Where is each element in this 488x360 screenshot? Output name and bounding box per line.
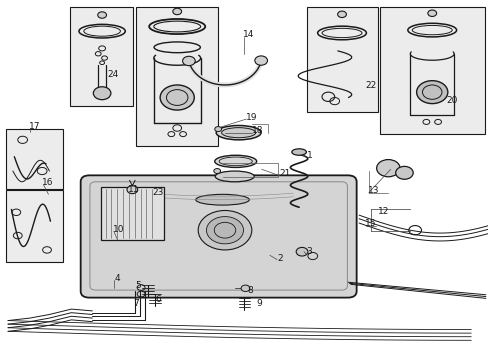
Text: 7: 7 [133, 299, 139, 308]
FancyBboxPatch shape [81, 175, 356, 298]
Bar [306, 7, 377, 112]
Circle shape [376, 159, 399, 177]
Text: 11: 11 [128, 185, 140, 194]
Text: 14: 14 [243, 30, 254, 39]
Bar [101, 187, 163, 240]
Text: 5: 5 [135, 281, 140, 290]
Text: 3: 3 [305, 247, 311, 256]
Text: 19: 19 [246, 113, 258, 122]
Text: 17: 17 [29, 122, 41, 131]
Circle shape [182, 56, 195, 66]
Bar [136, 7, 218, 146]
Circle shape [395, 166, 412, 179]
Text: 16: 16 [42, 178, 54, 187]
Text: 1: 1 [306, 151, 312, 160]
Text: 13: 13 [367, 186, 379, 195]
Text: 8: 8 [246, 286, 252, 295]
Ellipse shape [291, 149, 306, 155]
Text: 10: 10 [113, 225, 124, 234]
Text: 2: 2 [277, 254, 282, 263]
Ellipse shape [215, 171, 254, 182]
Circle shape [254, 56, 267, 65]
Text: 22: 22 [365, 81, 376, 90]
Ellipse shape [221, 128, 255, 138]
Circle shape [416, 81, 447, 104]
Circle shape [93, 87, 111, 100]
Circle shape [241, 285, 249, 292]
Circle shape [213, 168, 220, 174]
Bar [5, 190, 63, 262]
Circle shape [160, 85, 194, 110]
Circle shape [198, 211, 251, 250]
Text: 18: 18 [252, 126, 263, 135]
Text: 24: 24 [107, 71, 118, 80]
Circle shape [427, 10, 436, 17]
Circle shape [127, 186, 138, 194]
Circle shape [172, 8, 181, 15]
Bar [5, 129, 63, 189]
Text: 23: 23 [153, 188, 164, 197]
Text: 6: 6 [156, 294, 161, 303]
Text: 4: 4 [114, 274, 120, 283]
Text: 20: 20 [446, 95, 457, 104]
Bar [379, 7, 484, 134]
Text: 21: 21 [279, 169, 290, 178]
Bar [70, 7, 133, 106]
Circle shape [296, 247, 307, 256]
Ellipse shape [195, 194, 249, 205]
Circle shape [206, 217, 243, 244]
Text: 15: 15 [365, 219, 376, 228]
Text: 12: 12 [377, 207, 388, 216]
Circle shape [214, 127, 221, 132]
Text: 9: 9 [256, 299, 262, 308]
Ellipse shape [216, 126, 261, 140]
Ellipse shape [214, 155, 256, 167]
Circle shape [337, 11, 346, 18]
Circle shape [98, 12, 106, 18]
